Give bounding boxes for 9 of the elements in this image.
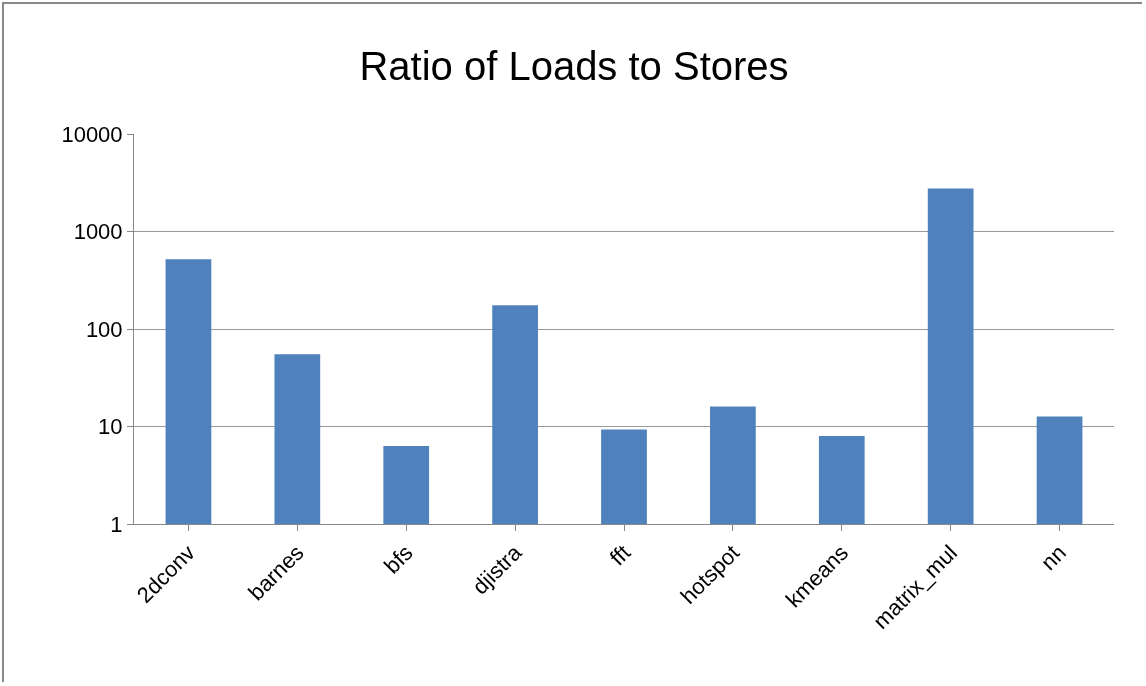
x-tick-label: fft bbox=[604, 540, 636, 571]
y-tick-label: 1000 bbox=[73, 219, 123, 245]
x-tick-label: bfs bbox=[379, 540, 418, 579]
x-tick-label: nn bbox=[1035, 540, 1071, 576]
y-tick-label: 1 bbox=[110, 511, 123, 537]
y-tick-label: 10000 bbox=[61, 121, 123, 147]
y-tick-label: 10 bbox=[98, 414, 123, 440]
y-tick-label: 100 bbox=[85, 316, 123, 342]
chart-title: Ratio of Loads to Stores bbox=[359, 43, 789, 88]
